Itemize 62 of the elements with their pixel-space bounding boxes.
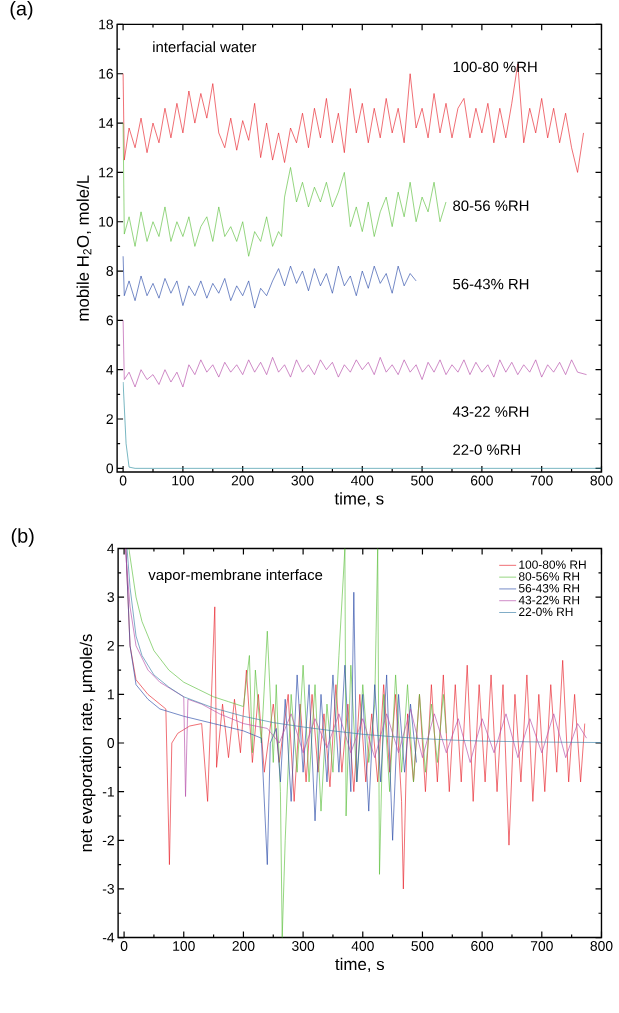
series-label: 80-56 %RH xyxy=(453,200,529,211)
y-tick-label: 0 xyxy=(107,738,114,748)
y-tick-label: 3 xyxy=(107,592,114,603)
legend-label: 80-56% RH xyxy=(518,572,579,581)
y-tick-label: 12 xyxy=(99,167,113,178)
x-tick-label: 0 xyxy=(119,475,127,486)
x-tick-label: 600 xyxy=(470,475,493,486)
legend-label: 43-22% RH xyxy=(518,595,579,605)
x-tick-label: 600 xyxy=(471,941,494,951)
x-tick-label: 400 xyxy=(351,941,374,951)
y-tick-label: 16 xyxy=(99,68,113,79)
y-tick-label: 0 xyxy=(106,463,113,474)
x-tick-label: 800 xyxy=(590,941,613,951)
x-tick-label: 800 xyxy=(590,475,613,486)
y-axis-title: net evaporation rate, μmole/s xyxy=(79,634,96,852)
text: (b) xyxy=(11,528,34,547)
x-tick-label: 200 xyxy=(231,475,254,486)
legend-label: 22-0% RH xyxy=(518,607,573,617)
x-tick-label: 0 xyxy=(120,941,128,951)
annotation: vapor-membrane interface xyxy=(148,569,323,583)
x-tick-label: 500 xyxy=(410,475,433,486)
y-tick-label: 2 xyxy=(106,414,113,424)
line-series xyxy=(122,255,417,309)
y-tick-label: -2 xyxy=(102,835,114,846)
y-tick-label: -3 xyxy=(102,884,114,894)
annotation: interfacial water xyxy=(153,41,257,53)
text: (a) xyxy=(10,0,33,20)
x-tick-label: 300 xyxy=(291,941,314,951)
y-tick-label: 2 xyxy=(107,640,114,651)
y-axis-title: mobile H$_{2}$O, mole/L xyxy=(76,175,92,321)
y-tick-label: -4 xyxy=(102,932,115,943)
line-series xyxy=(128,548,447,938)
text: 43-22 %RH xyxy=(452,406,529,417)
x-tick-label: 100 xyxy=(173,941,195,951)
x-tick-label: 700 xyxy=(530,941,553,951)
series-label: 100-80 %RH xyxy=(453,61,537,73)
line-series xyxy=(125,548,417,865)
y-tick-label: 18 xyxy=(99,19,113,30)
legend-label: 100-80% RH xyxy=(519,560,586,569)
y-tick-label: 8 xyxy=(106,266,113,276)
y-tick-label: 10 xyxy=(99,216,113,227)
text: 56-43% RH xyxy=(452,278,529,290)
x-tick-label: 300 xyxy=(291,475,314,486)
y-tick-label: 4 xyxy=(106,364,114,375)
x-tick-label: 400 xyxy=(350,475,374,486)
x-tick-label: 100 xyxy=(172,475,194,486)
series-label: 22-0 %RH xyxy=(453,444,520,455)
y-tick-label: 14 xyxy=(99,118,114,128)
x-tick-label: 200 xyxy=(232,941,255,951)
legend-label: 56-43% RH xyxy=(518,584,579,593)
x-tick-label: 700 xyxy=(530,475,553,486)
y-tick-label: 4 xyxy=(107,543,115,554)
line-series xyxy=(122,122,447,257)
x-tick-label: 500 xyxy=(411,941,434,951)
y-tick-label: -1 xyxy=(102,786,114,797)
line-series xyxy=(126,548,602,743)
y-tick-label: 1 xyxy=(107,689,114,700)
x-axis-title: time, s xyxy=(335,957,384,973)
line-series xyxy=(122,381,602,469)
y-tick-label: 6 xyxy=(106,315,113,326)
line-series xyxy=(122,320,587,388)
x-axis-title: time, s xyxy=(334,492,384,507)
